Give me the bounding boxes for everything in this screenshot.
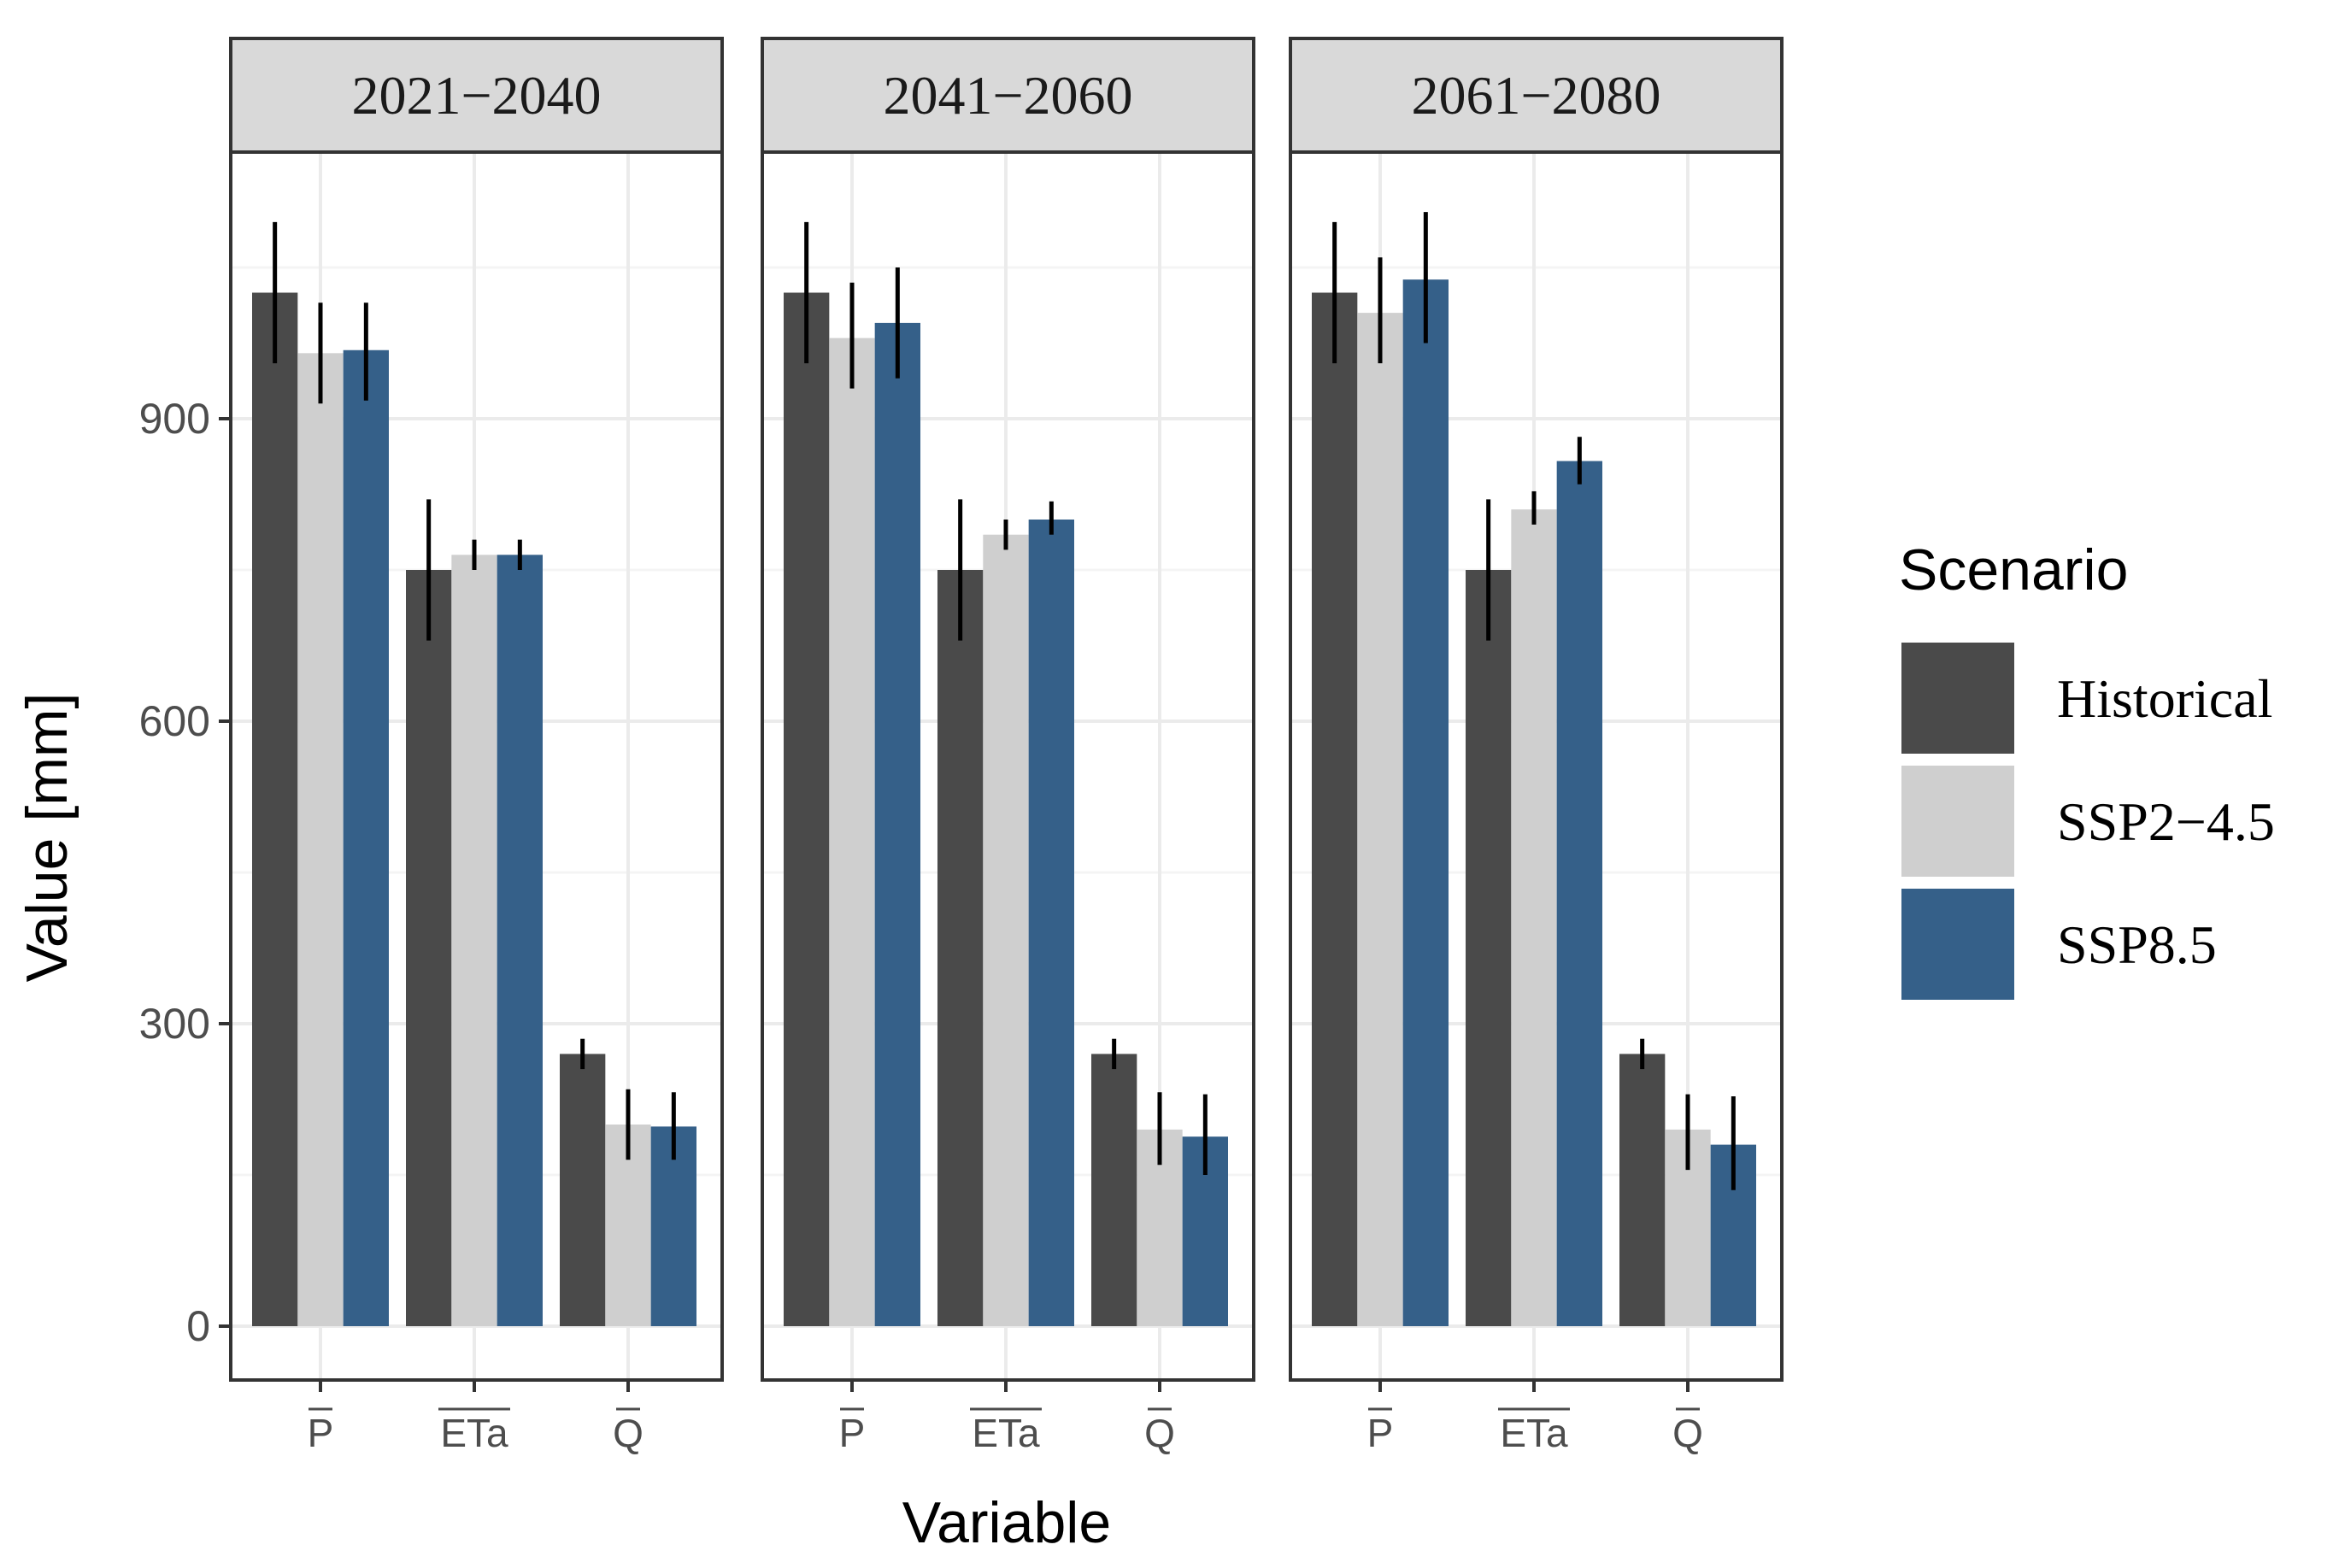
bar-ssp8-5-p <box>343 349 389 1326</box>
x-tick-label: ETa <box>972 1411 1040 1455</box>
bar-ssp8-5-p <box>874 322 920 1326</box>
bar-historical-eta <box>937 570 984 1326</box>
bar-historical-p <box>784 292 830 1326</box>
panel-strip <box>1289 37 1784 154</box>
x-tick-label: P <box>1367 1411 1394 1455</box>
x-axis-title: Variable <box>902 1490 1111 1555</box>
x-tick-label: Q <box>1672 1411 1703 1455</box>
x-tick-label: ETa <box>440 1411 508 1455</box>
y-axis: 0 300 600 900 <box>139 395 231 1350</box>
legend-label: Historical <box>2057 668 2272 729</box>
legend-key <box>1901 766 2014 877</box>
y-tick-label: 0 <box>186 1302 210 1350</box>
bar-historical-p <box>1312 292 1358 1326</box>
bar-ssp2-4-5-eta <box>451 555 497 1326</box>
bar-ssp2-4-5-eta <box>1511 509 1557 1326</box>
panel-3: 2061−2080 P ETa Q <box>1289 37 1784 1455</box>
x-tick-label: Q <box>613 1411 644 1455</box>
y-tick-label: 300 <box>139 1000 210 1048</box>
bar-historical-q <box>1091 1054 1137 1326</box>
legend-label: SSP8.5 <box>2057 914 2217 975</box>
panel-title: 2021−2040 <box>351 65 601 126</box>
panel-1: 2021−2040 P ETa Q <box>229 37 724 1455</box>
bar-historical-q <box>1619 1054 1666 1326</box>
bar-historical-p <box>252 292 298 1326</box>
bar-historical-eta <box>1466 570 1512 1326</box>
legend-key <box>1901 643 2014 754</box>
panel-border <box>761 150 1255 1382</box>
panel-border <box>229 150 724 1382</box>
bar-ssp8-5-eta <box>1028 520 1074 1326</box>
bar-historical-q <box>560 1054 606 1326</box>
x-tick-label: P <box>308 1411 334 1455</box>
panel-border <box>1289 150 1784 1382</box>
x-tick-label: P <box>839 1411 866 1455</box>
legend-title: Scenario <box>1899 537 2128 602</box>
y-tick-label: 600 <box>139 697 210 745</box>
legend-key <box>1901 889 2014 1000</box>
bar-ssp8-5-eta <box>497 555 543 1326</box>
panel-strip <box>761 37 1255 154</box>
bar-historical-eta <box>406 570 452 1326</box>
y-tick-label: 900 <box>139 395 210 443</box>
bar-ssp2-4-5-p <box>829 338 875 1327</box>
legend-label: SSP2−4.5 <box>2057 791 2275 852</box>
bar-ssp8-5-eta <box>1556 461 1602 1326</box>
x-tick-label: Q <box>1144 1411 1175 1455</box>
bar-ssp2-4-5-eta <box>983 534 1029 1326</box>
y-axis-title: Value [mm] <box>15 693 79 983</box>
panel-title: 2061−2080 <box>1411 65 1660 126</box>
legend: Scenario Historical SSP2−4.5 SSP8.5 <box>1899 537 2275 1000</box>
panel-strip <box>229 37 724 154</box>
panel-title: 2041−2060 <box>883 65 1132 126</box>
bar-ssp8-5-p <box>1402 279 1449 1326</box>
panel-2: 2041−2060 P ETa Q <box>761 37 1255 1455</box>
bar-ssp2-4-5-p <box>1357 313 1403 1327</box>
x-tick-label: ETa <box>1500 1411 1568 1455</box>
panels: 2021−2040 P ETa Q 2041−2060 P ETa Q 2061−2080 P ET… <box>229 37 1784 1455</box>
bar-ssp2-4-5-p <box>297 353 344 1326</box>
